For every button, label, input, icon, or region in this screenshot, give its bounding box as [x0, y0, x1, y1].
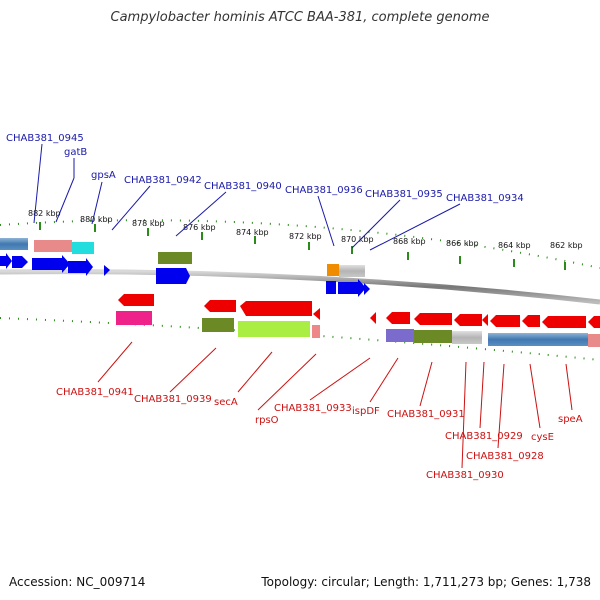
tick-label-872: 872 kbp: [289, 232, 322, 241]
tick-label-864: 864 kbp: [498, 241, 531, 250]
tick-label-866: 866 kbp: [446, 239, 479, 248]
tick-label-862: 862 kbp: [550, 241, 583, 250]
label-gatb[interactable]: gatB: [64, 147, 87, 158]
label-chab381-0935[interactable]: CHAB381_0935: [365, 189, 443, 200]
tick-label-868: 868 kbp: [393, 237, 426, 246]
map-title: Campylobacter hominis ATCC BAA-381, comp…: [110, 10, 490, 25]
label-ispdf[interactable]: ispDF: [352, 406, 380, 417]
label-seca[interactable]: secA: [214, 397, 238, 408]
label-chab381-0945[interactable]: CHAB381_0945: [6, 133, 84, 144]
label-chab381-0936[interactable]: CHAB381_0936: [285, 185, 363, 196]
topology-summary: Topology: circular; Length: 1,711,273 bp…: [261, 575, 591, 589]
label-chab381-0930[interactable]: CHAB381_0930: [426, 470, 504, 481]
label-chab381-0929[interactable]: CHAB381_0929: [445, 431, 523, 442]
forward-genes[interactable]: [0, 253, 370, 297]
label-cyse[interactable]: cysE: [531, 432, 554, 443]
tick-label-870: 870 kbp: [341, 235, 374, 244]
major-ticks: [39, 222, 566, 270]
label-chab381-0940[interactable]: CHAB381_0940: [204, 181, 282, 192]
label-chab381-0928[interactable]: CHAB381_0928: [466, 451, 544, 462]
genome-backbone: [0, 269, 600, 305]
tick-label-882: 882 kbp: [28, 209, 61, 218]
label-chab381-0931[interactable]: CHAB381_0931: [387, 409, 465, 420]
label-chab381-0941[interactable]: CHAB381_0941: [56, 387, 134, 398]
label-spea[interactable]: speA: [558, 414, 583, 425]
reverse-leader-lines: [97, 341, 573, 469]
label-chab381-0942[interactable]: CHAB381_0942: [124, 175, 202, 186]
label-rpso[interactable]: rpsO: [255, 415, 279, 426]
tick-label-878: 878 kbp: [132, 219, 165, 228]
label-chab381-0939[interactable]: CHAB381_0939: [134, 394, 212, 405]
tick-label-880: 880 kbp: [80, 215, 113, 224]
label-chab381-0933[interactable]: CHAB381_0933: [274, 403, 352, 414]
reverse-genes[interactable]: [118, 294, 600, 328]
reverse-feature-bars: [116, 311, 600, 347]
tick-label-876: 876 kbp: [183, 223, 216, 232]
forward-feature-bars: [0, 238, 365, 277]
tick-label-874: 874 kbp: [236, 228, 269, 237]
forward-leader-lines: [33, 143, 461, 251]
label-chab381-0934[interactable]: CHAB381_0934: [446, 193, 524, 204]
accession-text: Accession: NC_009714: [9, 575, 146, 589]
label-gpsa[interactable]: gpsA: [91, 170, 116, 181]
